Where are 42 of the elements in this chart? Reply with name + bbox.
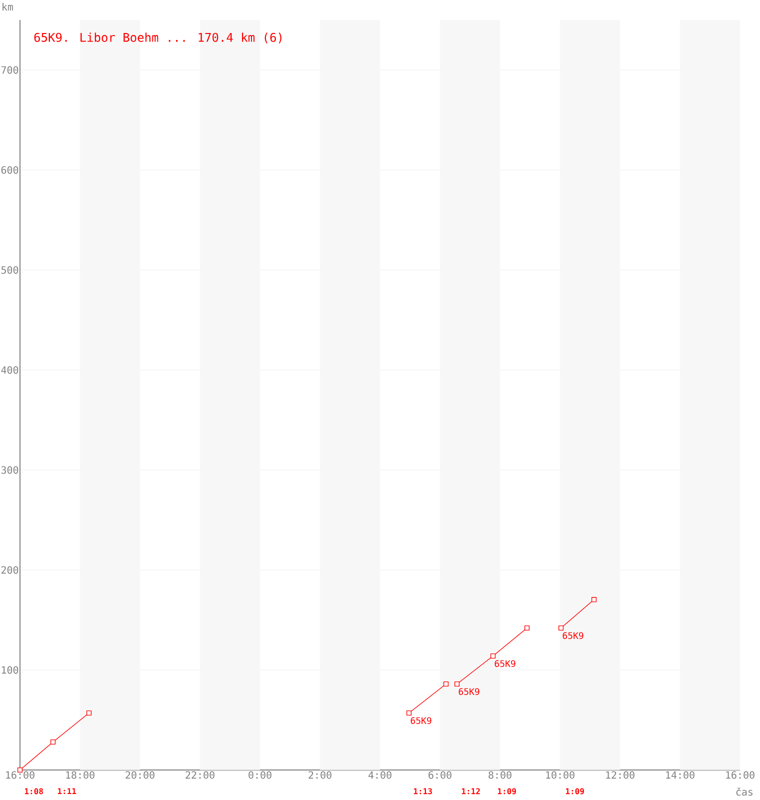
x-tick-label: 6:00 [428,771,452,779]
y-tick-label: 700 [1,66,18,74]
text: 1:11 [58,788,76,794]
point [558,625,564,631]
x-tick-label: 22:00 [186,771,214,779]
point [591,597,597,602]
x-axis-title: čas [736,788,752,796]
x-tick-label: 8:00 [488,771,512,779]
x-tick-label: 4:00 [368,771,392,779]
y-tick-label: 500 [1,266,18,274]
annotation: 65K9 [458,688,480,696]
point [50,739,56,745]
y-tick-label: 300 [1,466,18,474]
x-tick-label: 14:00 [666,771,694,779]
y-tick-label: 100 [2,666,18,674]
annotation: 65K9 [410,717,432,724]
annotation: 65K9 [562,632,584,640]
point [443,681,449,687]
x-tick-label: 12:00 [606,771,634,779]
x-tick-label: 10:00 [546,771,574,779]
x-tick-label: 16:00 [6,771,34,779]
text: 65K9. Libor Boehm ... 170.4 km (6) [34,32,282,44]
x-tick-label: 2:00 [308,771,332,779]
text: 1:13 [414,788,432,794]
point [524,625,530,631]
y-tick-label: 200 [1,566,18,574]
annotation: 65K9 [494,660,516,668]
point [86,710,92,716]
point [406,710,412,716]
text: 1:09 [498,788,516,794]
x-tick-label: 0:00 [248,771,272,779]
text: 1:08 [24,788,43,794]
y-tick-label: 600 [1,166,18,174]
text: 1:09 [566,788,584,794]
y-axis-title: km [2,2,13,10]
point [490,653,496,659]
x-tick-label: 16:00 [726,771,754,779]
point [454,681,460,687]
y-tick-label: 400 [1,366,18,374]
x-tick-label: 20:00 [126,771,154,779]
text: 1:12 [462,788,480,794]
x-tick-label: 18:00 [66,771,94,779]
